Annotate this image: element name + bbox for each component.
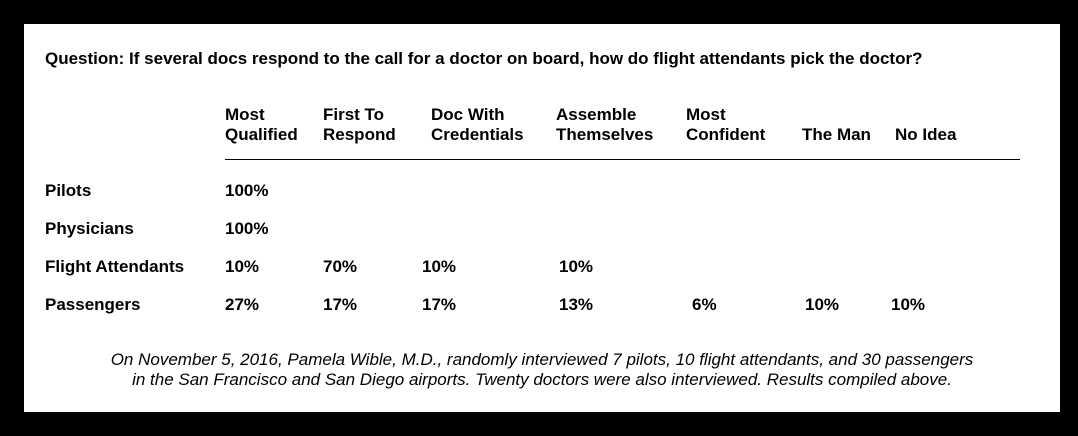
column-header-assemble-themselves: Assemble Themselves — [556, 105, 654, 144]
column-header-most-qualified: Most Qualified — [225, 105, 298, 144]
column-header-the-man: The Man — [802, 125, 871, 144]
column-header-first-to-respond: First To Respond — [323, 105, 396, 144]
table-cell: 13% — [559, 295, 594, 314]
header-divider — [225, 159, 1020, 160]
table-cell: 10% — [422, 257, 457, 276]
table-cell: 70% — [323, 257, 358, 276]
column-header-no-idea: No Idea — [895, 125, 957, 144]
question-text: Question: If several docs respond to the… — [45, 49, 923, 68]
table-cell: 100% — [225, 181, 269, 200]
table-cell: 10% — [891, 295, 926, 314]
table-cell: 6% — [692, 295, 717, 314]
table-cell: 10% — [225, 257, 260, 276]
footnote: On November 5, 2016, Pamela Wible, M.D.,… — [110, 350, 974, 389]
survey-panel: Question: If several docs respond to the… — [24, 24, 1060, 412]
table-cell: 10% — [559, 257, 594, 276]
table-cell: 17% — [323, 295, 358, 314]
row-label-passengers: Passengers — [45, 295, 141, 314]
column-header-doc-with-credentials: Doc With Credentials — [431, 105, 524, 144]
table-cell: 10% — [805, 295, 840, 314]
table-cell: 27% — [225, 295, 260, 314]
table-cell: 17% — [422, 295, 457, 314]
row-label-pilots: Pilots — [45, 181, 92, 200]
column-header-most-confident: Most Confident — [686, 105, 766, 144]
row-label-flight-attendants: Flight Attendants — [45, 257, 185, 276]
table-cell: 100% — [225, 219, 269, 238]
row-label-physicians: Physicians — [45, 219, 134, 238]
